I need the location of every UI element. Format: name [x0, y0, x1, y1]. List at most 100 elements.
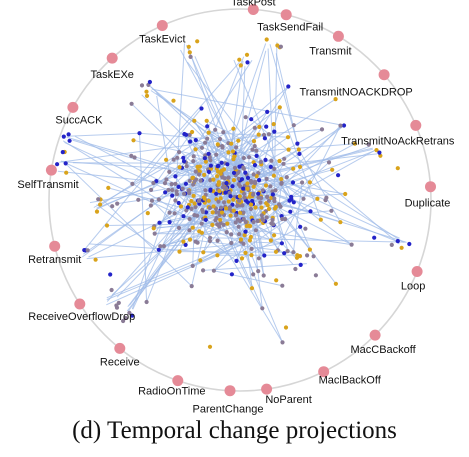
node [232, 165, 238, 170]
node [245, 60, 250, 65]
anchor-label: ReceiveOverflowDrop [28, 311, 135, 323]
edge [106, 241, 241, 299]
node [261, 218, 266, 223]
node [216, 180, 221, 185]
node [199, 221, 204, 226]
node [171, 98, 176, 103]
edge [72, 162, 226, 164]
node [231, 178, 237, 183]
node [170, 187, 175, 193]
node [82, 248, 87, 253]
node [177, 150, 182, 155]
node [211, 268, 216, 273]
node [206, 198, 211, 203]
node [218, 171, 223, 176]
anchor-dot [318, 366, 330, 378]
node [330, 167, 335, 172]
node [181, 214, 186, 219]
node [176, 200, 181, 206]
node [273, 204, 278, 210]
anchor-label: Loop [401, 281, 425, 293]
node [239, 177, 245, 182]
node [207, 205, 213, 211]
node [252, 179, 258, 184]
node [204, 210, 209, 215]
node [188, 139, 193, 144]
edge [240, 66, 246, 181]
anchor-task-evict: TaskEvict [139, 20, 186, 46]
node [187, 228, 192, 233]
node [199, 106, 204, 111]
edge [218, 147, 373, 185]
node [241, 155, 246, 161]
anchor-dot [106, 52, 118, 64]
node [189, 284, 194, 289]
node [217, 189, 222, 194]
node [295, 253, 300, 258]
node [162, 181, 168, 186]
edge [267, 48, 275, 176]
node [298, 262, 303, 267]
node [241, 186, 246, 191]
node [326, 160, 332, 165]
node [228, 194, 233, 199]
edge [88, 183, 239, 258]
node [224, 230, 229, 235]
node [181, 159, 187, 164]
node [266, 132, 271, 137]
node [277, 105, 282, 110]
node [307, 180, 312, 185]
node [282, 156, 287, 161]
node [205, 136, 210, 141]
node [291, 166, 296, 171]
anchor-label: NoParent [265, 394, 311, 406]
edge [106, 172, 222, 302]
node [303, 226, 308, 231]
node [215, 238, 220, 243]
node [266, 198, 271, 203]
anchor-succ-ack: SuccACK [55, 101, 103, 126]
anchor-dot [280, 9, 292, 21]
node [190, 129, 195, 135]
node [181, 239, 186, 244]
node [219, 160, 224, 165]
figure-caption: (d) Temporal change projections [72, 417, 397, 444]
node [210, 210, 215, 215]
edge [133, 139, 243, 167]
node [285, 249, 290, 254]
node [187, 216, 192, 222]
anchor-dot [45, 164, 57, 176]
node [248, 224, 253, 229]
node [232, 154, 237, 159]
node [221, 130, 226, 135]
node [223, 190, 228, 195]
node [144, 93, 150, 98]
node [206, 169, 211, 174]
node [96, 197, 101, 202]
node [191, 193, 196, 198]
node [272, 166, 277, 171]
edge [139, 132, 208, 140]
node [176, 184, 181, 189]
edge [96, 204, 160, 251]
node [190, 263, 195, 268]
edge [239, 149, 300, 181]
node [123, 315, 128, 321]
node [98, 202, 103, 207]
anchor-transmit-noack-drop: TransmitNOACKDROP [299, 69, 413, 99]
node [229, 232, 234, 237]
node [130, 313, 135, 318]
node [198, 258, 203, 263]
node [257, 124, 262, 129]
node [173, 181, 178, 186]
node [183, 242, 188, 247]
node [233, 213, 238, 218]
anchor-dot [49, 240, 61, 252]
anchor-label: SuccACK [55, 114, 103, 126]
anchor-dot [74, 298, 86, 310]
node [279, 241, 284, 246]
node [220, 175, 225, 180]
edge [203, 263, 307, 271]
node [167, 210, 172, 215]
node [259, 205, 264, 210]
